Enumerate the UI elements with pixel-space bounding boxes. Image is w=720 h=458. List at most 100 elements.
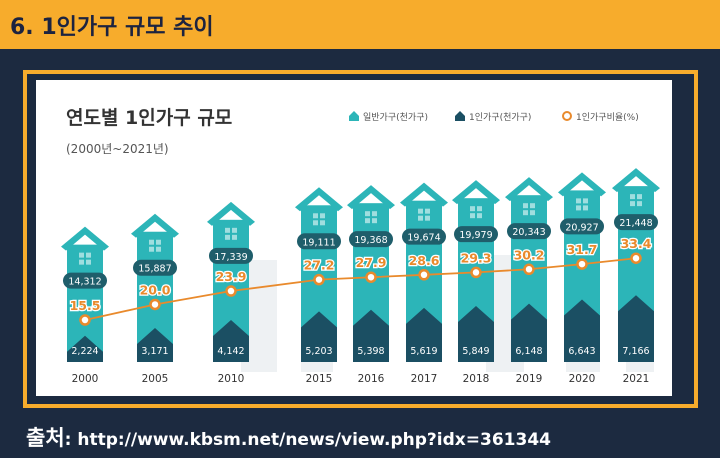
source-citation: 출처: http://www.kbsm.net/news/view.php?id… [26,422,551,452]
single-value-label: 4,142 [217,346,244,357]
chart-panel: 연도별 1인가구 규모 (2000년~2021년) 일반가구(천가구) 1인가구(천가… [36,80,672,396]
house-roof-icon [61,226,109,251]
ratio-value-label: 27.2 [304,258,335,273]
chart-subtitle: (2000년~2021년) [66,142,169,156]
house-window-icon [313,220,318,226]
general-value-pill [349,231,393,248]
house-window-icon [320,220,325,226]
house-window-icon [530,210,535,216]
house-window-icon [576,198,581,204]
house-roof-icon [505,177,553,202]
single-household-bar [137,327,173,362]
house-window-icon [86,259,91,265]
legend-house-icon [349,111,359,121]
ratio-value-label: 27.9 [356,255,387,270]
general-value-pill [507,223,551,240]
house-window-icon [523,203,528,209]
house-roof-icon [347,185,395,210]
house-roof-icon [452,180,500,205]
ratio-point [225,285,237,297]
house-roof-icon [207,201,255,226]
house-window-icon [232,227,237,233]
single-value-label: 6,643 [568,346,595,357]
house-window-icon [530,203,535,209]
house-window-icon [425,215,430,221]
single-household-bar [511,303,547,362]
ratio-value-label: 28.6 [409,253,440,268]
ratio-value-label: 31.7 [567,242,598,257]
single-household-bar [564,299,600,362]
single-household-bar [458,306,494,362]
general-value-label: 14,312 [68,277,101,288]
ratio-value-label: 29.3 [461,250,492,265]
house-window-icon [225,234,230,240]
source-url: : http://www.kbsm.net/news/view.php?idx=… [64,430,551,450]
general-value-pill [133,259,177,276]
general-value-pill [209,247,253,264]
house-window-icon [637,194,642,200]
house-window-icon [470,206,475,212]
ratio-value-label: 23.9 [216,269,247,284]
ratio-value-label: 15.5 [70,298,101,313]
household-chart: 연도별 1인가구 규모 (2000년~2021년) 일반가구(천가구) 1인가구(천가… [61,107,660,385]
house-window-icon [313,213,318,219]
house-window-icon [149,239,154,245]
ratio-point [79,314,91,326]
legend-label: 일반가구(천가구) [363,112,428,123]
house-window-icon [630,201,635,207]
house-roof-icon [558,172,606,197]
house-window-icon [79,252,84,258]
x-tick-label: 2018 [463,373,490,385]
house-window-icon [79,259,84,265]
ratio-point [418,269,430,281]
x-tick-label: 2021 [623,373,650,385]
house-window-icon [470,213,475,219]
general-value-label: 20,927 [565,222,598,233]
source-label: 출처 [26,426,65,450]
single-value-label: 3,171 [141,346,168,357]
legend-circle-marker-icon [562,111,572,121]
general-value-label: 19,368 [354,235,387,246]
general-value-pill [297,233,341,250]
house-window-icon [637,201,642,207]
single-value-label: 7,166 [622,346,649,357]
single-value-label: 2,224 [71,346,98,357]
general-value-label: 19,979 [459,230,492,241]
single-household-bar [213,320,249,362]
header-bar [0,0,720,49]
house-window-icon [86,252,91,258]
general-value-label: 19,674 [407,233,440,244]
single-value-label: 5,398 [357,346,384,357]
general-value-label: 20,343 [512,227,545,238]
ratio-point [365,271,377,283]
legend-label: 1인가구(천가구) [469,112,531,123]
general-value-label: 21,448 [619,218,652,229]
general-value-pill [454,226,498,243]
house-window-icon [225,227,230,233]
ratio-point [149,298,161,311]
single-value-label: 5,203 [305,346,332,357]
single-value-label: 5,849 [462,346,489,357]
general-value-label: 17,339 [214,252,247,263]
house-roof-icon [295,187,343,212]
house-window-icon [365,218,370,224]
house-window-icon [583,198,588,204]
house-roof-icon [612,168,660,193]
general-value-pill [560,218,604,235]
general-value-label: 15,887 [138,264,171,275]
ratio-point [523,263,535,276]
legend-label: 1인가구비율(%) [576,112,639,123]
house-window-icon [477,213,482,219]
general-value-pill [402,228,446,245]
house-window-icon [630,194,635,200]
x-tick-label: 2019 [516,373,543,385]
house-window-icon [477,206,482,212]
x-tick-label: 2020 [569,373,596,385]
legend-house-icon [455,111,465,121]
house-window-icon [576,205,581,211]
single-value-label: 6,148 [515,346,542,357]
ratio-line [84,257,637,321]
ratio-point [576,258,588,270]
house-window-icon [418,215,423,221]
ratio-point [630,252,642,264]
